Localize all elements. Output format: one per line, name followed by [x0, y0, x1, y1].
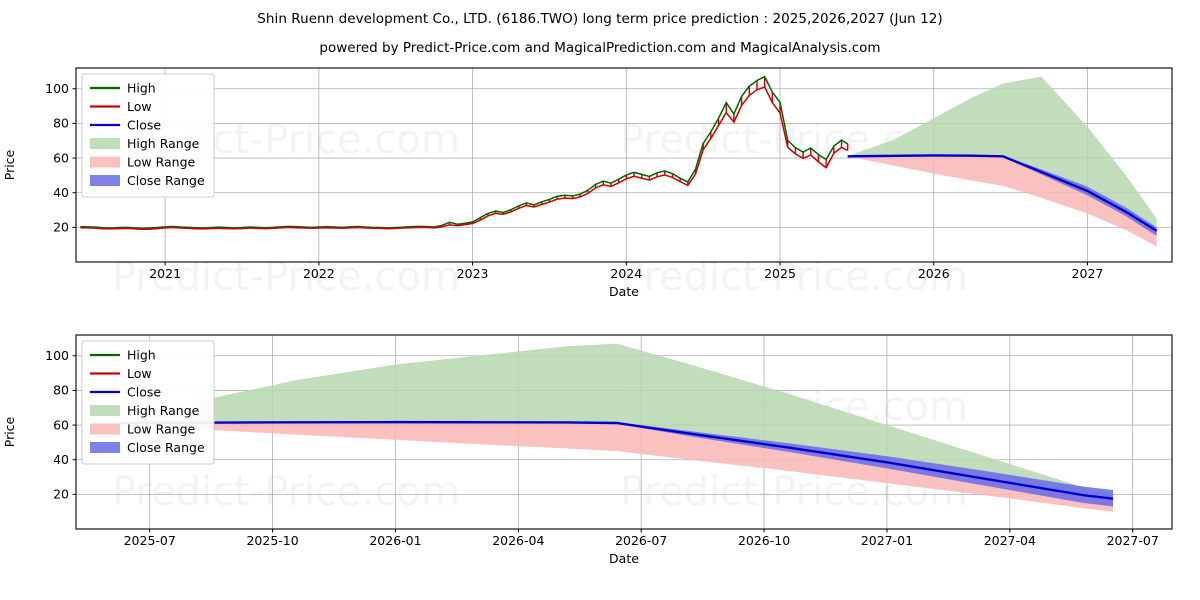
legend-patch-swatch [90, 405, 120, 416]
x-tick-label: 2026-10 [738, 533, 790, 548]
overview-chart: Predict-Price.comPredict-Price.comPredic… [2, 67, 1173, 300]
legend-item-label: High [127, 347, 156, 362]
legend-item[interactable]: Close [90, 117, 161, 132]
legend-patch-swatch [90, 138, 120, 149]
legend-patch-swatch [90, 156, 120, 168]
history-high-line [80, 75, 849, 230]
y-tick-label: 20 [53, 220, 69, 235]
legend-item[interactable]: Low Range [90, 154, 196, 169]
legend-item-label: High [127, 80, 156, 95]
y-tick-label: 60 [53, 417, 69, 432]
legend-item-label: Close Range [127, 173, 205, 188]
axis-ticks: 20 40 60 80 100 2021 2022 2023 2024 2025 2026 2027 [45, 81, 1103, 281]
y-tick-label: 40 [53, 185, 69, 200]
legend-item-label: Close [127, 384, 161, 399]
y-tick-label: 80 [53, 116, 69, 131]
x-tick-label: 2021 [149, 266, 181, 281]
x-tick-label: 2027-07 [1107, 533, 1159, 548]
high-range-band [847, 76, 1157, 231]
axis-ticks: 20 40 60 80 100 2025-07 2025-10 2026-01 2026-04 2… [45, 348, 1159, 548]
legend-item-label: Low Range [127, 421, 196, 436]
x-tick-label: 2022 [303, 266, 335, 281]
axes-frame [75, 334, 1173, 530]
gridlines [76, 68, 1172, 262]
legend-item[interactable]: High [90, 80, 156, 95]
x-tick-label: 2026-04 [492, 533, 544, 548]
y-tick-label: 60 [53, 150, 69, 165]
legend-patch-swatch [90, 442, 120, 453]
watermark-text: Predict-Price.com [112, 469, 460, 515]
legend-item[interactable]: Low [90, 366, 152, 381]
x-tick-label: 2026 [918, 266, 950, 281]
legend-item[interactable]: High Range [90, 136, 200, 151]
axes-frame [75, 67, 1173, 263]
legend-item[interactable]: High [90, 347, 156, 362]
x-axis-label: Date [609, 284, 639, 299]
history-low-line [80, 86, 848, 231]
legend-item[interactable]: Low Range [90, 421, 196, 436]
chart-legend: High Low Close High Range Low Range Close Ran… [81, 73, 215, 198]
legend-patch-swatch [90, 423, 120, 435]
x-tick-label: 2025-10 [246, 533, 298, 548]
title-block: Shin Ruenn development Co., LTD. (6186.T… [0, 0, 1200, 56]
y-tick-label: 40 [53, 452, 69, 467]
legend-item[interactable]: High Range [90, 403, 200, 418]
y-tick-label: 100 [45, 81, 69, 96]
low-range-band [120, 422, 1114, 512]
legend-item[interactable]: Close Range [90, 440, 205, 455]
legend-item-label: Close [127, 117, 161, 132]
x-tick-label: 2025-07 [124, 533, 176, 548]
page-title: Shin Ruenn development Co., LTD. (6186.T… [257, 11, 943, 27]
x-tick-label: 2026-01 [369, 533, 421, 548]
close-forecast-line [847, 154, 1158, 232]
forecast-detail-chart: Predict-Price.comPredict-Price.comPredic… [2, 334, 1173, 566]
legend-item-label: Low [127, 366, 152, 381]
y-axis-label: Price [2, 416, 17, 447]
legend-item[interactable]: Low [90, 99, 152, 114]
x-tick-label: 2026-07 [615, 533, 667, 548]
y-tick-label: 20 [53, 487, 69, 502]
close-range-band [120, 421, 1114, 507]
page-subtitle: powered by Predict-Price.com and Magical… [319, 40, 881, 56]
legend-item[interactable]: Close [90, 384, 161, 399]
forecast-bands [120, 343, 1114, 512]
history-series [79, 75, 849, 231]
x-tick-label: 2027-01 [861, 533, 913, 548]
low-range-band [847, 155, 1157, 247]
legend-item-label: Low Range [127, 154, 196, 169]
y-tick-label: 100 [45, 348, 69, 363]
x-tick-label: 2023 [457, 266, 489, 281]
y-tick-label: 80 [53, 383, 69, 398]
y-axis-label: Price [2, 149, 17, 180]
legend-item-label: High Range [127, 403, 200, 418]
close-forecast-line [120, 420, 1114, 500]
x-tick-label: 2027 [1072, 266, 1104, 281]
legend-item[interactable]: Close Range [90, 173, 205, 188]
legend-item-label: Close Range [127, 440, 205, 455]
x-tick-label: 2027-04 [984, 533, 1036, 548]
legend-item-label: Low [127, 99, 152, 114]
legend-item-label: High Range [127, 136, 200, 151]
high-range-band [120, 343, 1114, 499]
chart-legend: High Low Close High Range Low Range Close Ran… [81, 340, 215, 465]
x-tick-label: 2024 [610, 266, 642, 281]
x-axis-label: Date [609, 551, 639, 566]
x-tick-label: 2025 [764, 266, 796, 281]
legend-patch-swatch [90, 175, 120, 186]
